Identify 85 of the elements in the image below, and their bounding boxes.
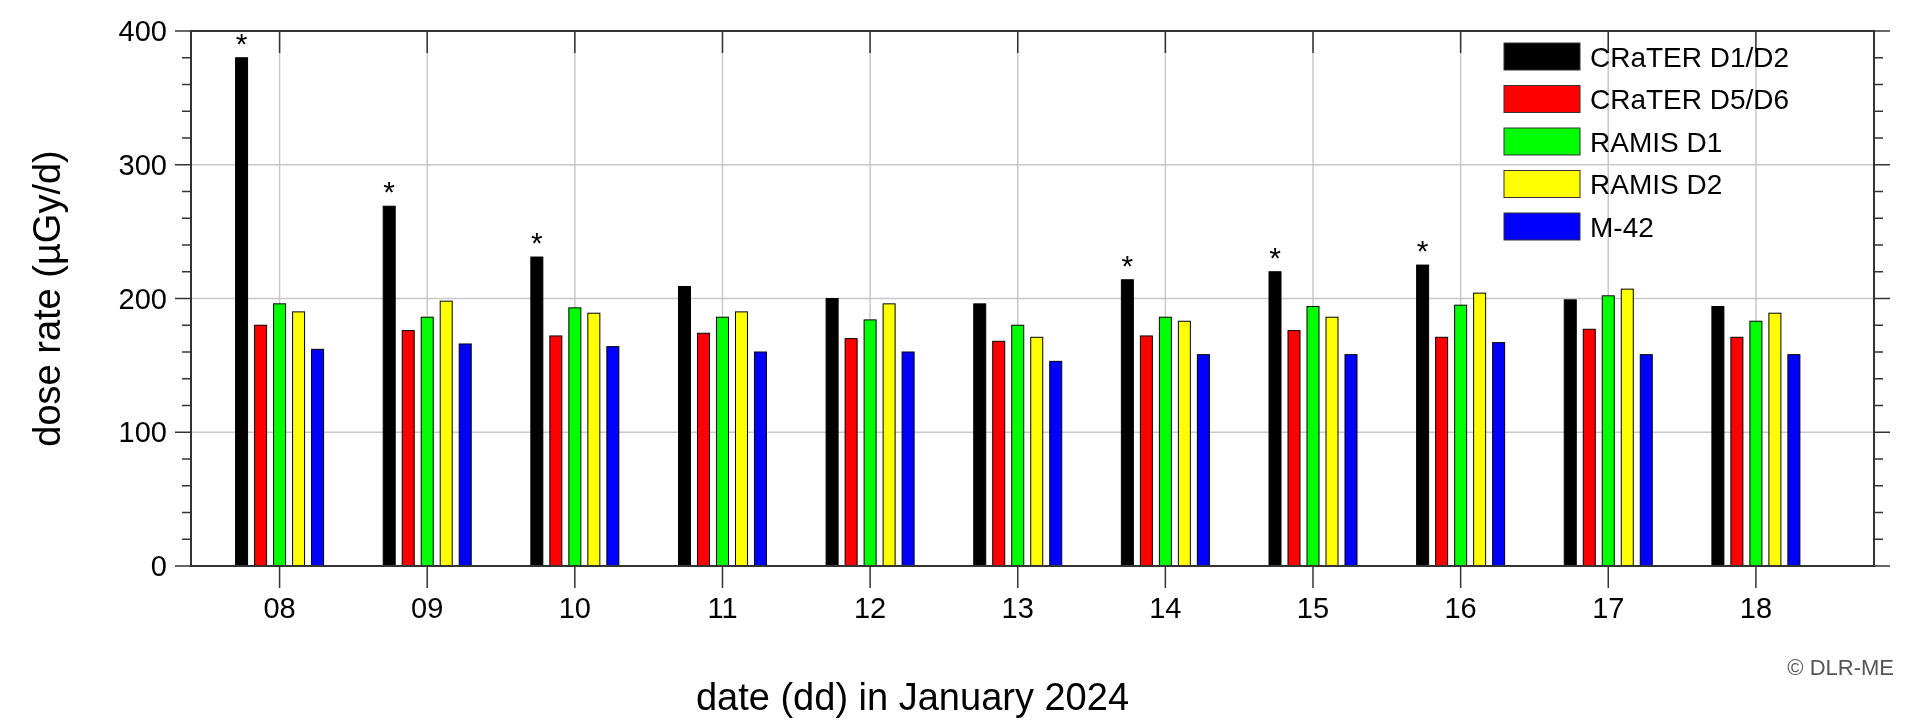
bar [753,351,767,567]
bar [439,300,453,567]
data-label: * [1121,248,1134,282]
bar [715,316,729,567]
x-tick-label: 17 [1592,592,1625,624]
y-tick-label: 200 [118,282,167,315]
legend-label: M-42 [1590,211,1654,243]
legend-label: CRaTER D5/D6 [1590,84,1790,116]
bar [606,346,620,567]
bar [1416,264,1430,567]
bar [1344,354,1358,567]
legend-label: RAMIS D1 [1590,126,1723,158]
legend-label: CRaTER D1/D2 [1590,41,1790,73]
x-tick-label: 12 [853,592,887,624]
bar [1582,328,1596,567]
bar [273,303,287,567]
bar [587,312,601,567]
bar [458,343,472,567]
bar [1049,360,1063,567]
bar [1639,354,1653,567]
data-label: * [1416,234,1429,268]
bar [1620,288,1634,567]
bar [1768,312,1782,567]
legend-label: RAMIS D2 [1590,169,1723,201]
bar [825,298,839,567]
bar [1454,304,1468,567]
text: © DLR-ME [1787,655,1894,680]
bar [1011,324,1025,567]
bar [235,57,249,567]
bar [1268,271,1282,567]
x-tick-label: 16 [1444,592,1477,624]
bar [1749,320,1763,567]
bar [1787,354,1801,567]
y-tick-label: 0 [150,550,167,583]
data-label: * [1269,240,1282,274]
bar [1473,292,1487,567]
x-tick-label: 18 [1739,592,1773,624]
y-tick-label: 400 [118,15,167,48]
bar [530,256,544,567]
y-tick-label: 300 [118,148,167,181]
bar [401,330,415,567]
data-label: * [531,226,543,260]
bar [844,338,858,567]
bar [1158,316,1172,567]
x-tick-label: 08 [263,592,296,624]
bar [696,332,710,567]
bar [1030,336,1044,567]
y-axis-title: dose rate (µGy/d) [26,150,68,447]
bar [1492,342,1506,567]
bar [1306,306,1320,567]
bar [882,303,896,567]
bar [1435,336,1449,567]
bar [1287,330,1301,567]
bar [382,205,396,567]
y-tick-label: 100 [118,416,167,449]
bar [1711,306,1725,567]
bar [734,311,748,567]
data-label: * [383,175,396,209]
bar [549,335,563,567]
bar [1601,295,1615,567]
bar [311,348,325,567]
bar [292,311,306,567]
x-tick-label: 14 [1149,592,1182,624]
bar [1177,320,1191,567]
x-tick-label: 11 [707,592,738,624]
x-tick-label: 09 [411,592,444,624]
x-tick-label: 10 [558,592,591,624]
bar [973,303,987,567]
bar [1139,335,1153,567]
bar [254,324,268,567]
x-tick-label: 15 [1296,592,1330,624]
bar [863,319,877,567]
x-axis-title: date (dd) in January 2024 [695,676,1130,718]
bar [677,285,691,567]
x-tick-label: 13 [1001,592,1034,624]
bar [1730,336,1744,567]
bar [992,340,1006,567]
bar [568,307,582,567]
bar [1120,279,1134,567]
bar [1196,354,1210,567]
bar [1563,299,1577,567]
data-label: * [235,26,248,60]
bar [901,351,915,567]
bar [420,316,434,567]
bar [1325,316,1339,567]
